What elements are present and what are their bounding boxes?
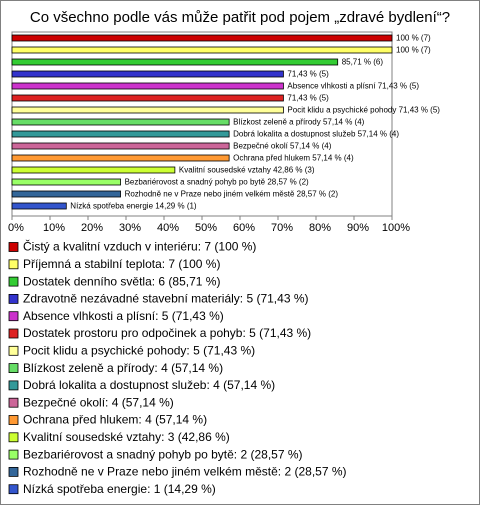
data-label: Kvalitní sousedské vztahy 42,86 % (3): [179, 166, 315, 175]
bar: [11, 130, 230, 138]
legend-swatch: [8, 293, 19, 304]
x-tick-label: 60%: [233, 222, 255, 234]
data-label: 85,71 % (6): [342, 58, 384, 67]
legend-label: Nízká spotřeba energie: 1 (14,29 %): [23, 482, 216, 496]
bar: [11, 178, 121, 186]
x-tick-label: 40%: [157, 222, 179, 234]
legend-label: Kvalitní sousedské vztahy: 3 (42,86 %): [23, 430, 230, 444]
legend-swatch: [8, 276, 19, 287]
legend-swatch: [8, 432, 19, 443]
legend-swatch: [8, 345, 19, 356]
data-label: Bezpečné okolí 57,14 % (4): [233, 142, 332, 151]
bar: [11, 106, 284, 114]
x-tick-label: 10%: [43, 222, 65, 234]
data-label: Absence vlhkosti a plísní 71,43 % (5): [287, 82, 419, 91]
data-label: Pocit klidu a psychické pohody 71,43 % (…: [287, 106, 440, 115]
x-tick-label: 90%: [347, 222, 369, 234]
bar: [11, 166, 176, 174]
legend-label: Rozhodně ne v Praze nebo jiném velkém mě…: [23, 465, 347, 479]
data-label: 100 % (7): [396, 46, 431, 55]
legend-swatch: [8, 484, 19, 495]
bar: [11, 82, 284, 90]
legend-label: Čistý a kvalitní vzduch v interiéru: 7 (…: [23, 239, 256, 254]
data-label: 71,43 % (5): [287, 94, 329, 103]
legend-label: Bezpečné okolí: 4 (57,14 %): [23, 395, 174, 409]
bar: [11, 94, 284, 102]
legend-label: Dostatek prostoru pro odpočinek a pohyb:…: [23, 326, 311, 340]
chart-title: Co všechno podle vás může patřit pod poj…: [30, 9, 450, 26]
x-tick-label: 20%: [81, 222, 103, 234]
legend-swatch: [8, 415, 19, 425]
legend-label: Pocit klidu a psychické pohody: 5 (71,43…: [23, 343, 255, 357]
bar: [11, 70, 284, 78]
bar: [11, 46, 393, 54]
data-label: 100 % (7): [396, 34, 431, 43]
legend-label: Dostatek denního světla: 6 (85,71 %): [23, 274, 220, 288]
x-tick-label: 50%: [195, 222, 217, 234]
bar: [11, 118, 230, 126]
bar: [11, 58, 339, 66]
legend-label: Ochrana před hlukem: 4 (57,14 %): [23, 413, 207, 427]
legend-label: Bezbariérovost a snadný pohyb po bytě: 2…: [23, 447, 303, 461]
bar: [11, 190, 121, 198]
bar: [11, 202, 67, 210]
legend-swatch: [8, 466, 19, 477]
x-tick-label: 70%: [271, 222, 293, 234]
data-label: Blízkost zeleně a přírody 57,14 % (4): [233, 118, 365, 127]
bar: [11, 34, 393, 42]
data-label: Dobrá lokalita a dostupnost služeb 57,14…: [233, 130, 399, 139]
legend-swatch: [8, 328, 19, 339]
bar: [11, 154, 230, 162]
x-tick-label: 80%: [309, 222, 331, 234]
legend-swatch: [8, 397, 19, 408]
legend-swatch: [8, 363, 19, 374]
legend-label: Blízkost zeleně a přírody: 4 (57,14 %): [23, 361, 223, 375]
data-label: Nízká spotřeba energie 14,29 % (1): [70, 202, 197, 211]
x-tick-label: 30%: [119, 222, 141, 234]
legend-swatch: [8, 259, 19, 270]
legend-label: Dobrá lokalita a dostupnost služeb: 4 (5…: [23, 378, 275, 392]
legend-swatch: [8, 380, 19, 391]
legend-swatch: [8, 311, 19, 322]
bar: [11, 142, 230, 150]
data-label: Rozhodně ne v Praze nebo jiném velkém mě…: [125, 190, 339, 199]
data-label: 71,43 % (5): [287, 70, 329, 79]
legend-label: Příjemná a stabilní teplota: 7 (100 %): [23, 257, 220, 271]
legend-swatch: [8, 449, 19, 460]
legend-label: Zdravotně nezávadné stavební materiály: …: [23, 292, 309, 306]
data-label: Ochrana před hlukem 57,14 % (4): [233, 154, 354, 163]
legend-label: Absence vlhkosti a plísní: 5 (71,43 %): [23, 309, 224, 323]
x-tick-label: 0%: [8, 222, 24, 234]
x-tick-label: 100%: [382, 222, 410, 234]
data-label: Bezbariérovost a snadný pohyb po bytě 28…: [125, 178, 309, 187]
legend-swatch: [8, 242, 19, 252]
